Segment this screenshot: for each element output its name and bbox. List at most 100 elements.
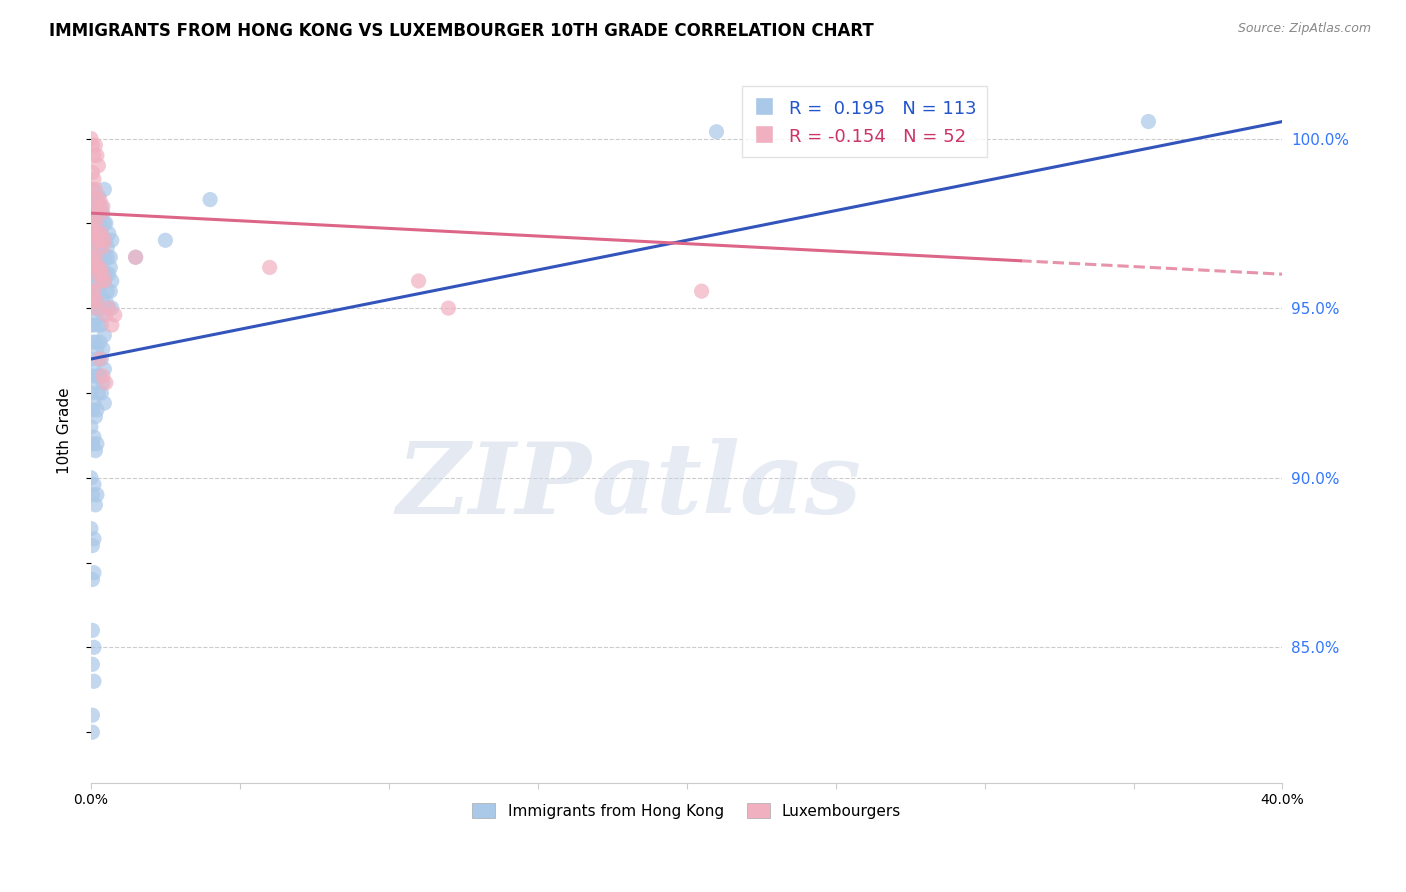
Point <box>89 193 111 207</box>
Point <box>83 284 105 298</box>
Point <box>124 250 146 264</box>
Point <box>91 376 114 390</box>
Text: ZIP: ZIP <box>396 439 592 535</box>
Point <box>98 284 121 298</box>
Point <box>104 308 127 322</box>
Point <box>80 471 103 485</box>
Point <box>90 240 112 254</box>
Point <box>84 216 107 230</box>
Point <box>86 206 108 220</box>
Point <box>84 284 107 298</box>
Text: IMMIGRANTS FROM HONG KONG VS LUXEMBOURGER 10TH GRADE CORRELATION CHART: IMMIGRANTS FROM HONG KONG VS LUXEMBOURGE… <box>49 22 875 40</box>
Point <box>87 189 110 203</box>
Point <box>80 351 103 366</box>
Point <box>82 216 104 230</box>
Point <box>87 274 110 288</box>
Point <box>86 488 108 502</box>
Point <box>86 437 108 451</box>
Point <box>90 351 112 366</box>
Point <box>87 385 110 400</box>
Point <box>83 233 105 247</box>
Point <box>86 267 108 281</box>
Point <box>82 368 104 383</box>
Point <box>84 308 107 322</box>
Point <box>91 342 114 356</box>
Point <box>82 301 104 315</box>
Point <box>84 138 107 153</box>
Point <box>90 206 112 220</box>
Point <box>86 193 108 207</box>
Point <box>94 376 117 390</box>
Point <box>82 725 104 739</box>
Point <box>80 385 103 400</box>
Point <box>83 267 105 281</box>
Point <box>84 206 107 220</box>
Text: atlas: atlas <box>592 439 862 535</box>
Point <box>94 308 117 322</box>
Point <box>82 294 104 309</box>
Point <box>83 362 105 376</box>
Point <box>90 267 112 281</box>
Point <box>1137 114 1160 128</box>
Point <box>80 182 103 196</box>
Point <box>83 477 105 491</box>
Point <box>124 250 146 264</box>
Point <box>89 250 111 264</box>
Point <box>97 301 120 315</box>
Point <box>84 409 107 424</box>
Point <box>91 260 114 275</box>
Point <box>96 284 118 298</box>
Point <box>90 385 112 400</box>
Point <box>87 199 110 213</box>
Point <box>84 199 107 213</box>
Point <box>80 131 103 145</box>
Point <box>90 318 112 332</box>
Point <box>82 573 104 587</box>
Y-axis label: 10th Grade: 10th Grade <box>58 387 72 474</box>
Point <box>89 368 111 383</box>
Point <box>86 148 108 162</box>
Point <box>87 351 110 366</box>
Point <box>83 227 105 241</box>
Point <box>89 260 111 275</box>
Point <box>84 250 107 264</box>
Point <box>82 250 104 264</box>
Point <box>98 260 121 275</box>
Point <box>93 274 115 288</box>
Point <box>82 437 104 451</box>
Point <box>86 294 108 309</box>
Point <box>89 301 111 315</box>
Point <box>93 182 115 196</box>
Point <box>86 193 108 207</box>
Point <box>94 294 117 309</box>
Point <box>82 539 104 553</box>
Point <box>86 260 108 275</box>
Point <box>82 182 104 196</box>
Point <box>690 284 713 298</box>
Point <box>87 159 110 173</box>
Point <box>86 368 108 383</box>
Point <box>83 566 105 580</box>
Point <box>86 227 108 241</box>
Point <box>82 657 104 672</box>
Point <box>90 227 112 241</box>
Point <box>86 233 108 247</box>
Point <box>706 125 728 139</box>
Point <box>83 640 105 655</box>
Point <box>96 240 118 254</box>
Point <box>83 172 105 186</box>
Point <box>93 396 115 410</box>
Point <box>155 233 177 247</box>
Point <box>84 376 107 390</box>
Point <box>90 199 112 213</box>
Point <box>101 301 124 315</box>
Point <box>89 284 111 298</box>
Point <box>80 227 103 241</box>
Point <box>83 193 105 207</box>
Point <box>83 294 105 309</box>
Point <box>198 193 221 207</box>
Point <box>97 301 120 315</box>
Point <box>89 351 111 366</box>
Point <box>89 206 111 220</box>
Point <box>84 250 107 264</box>
